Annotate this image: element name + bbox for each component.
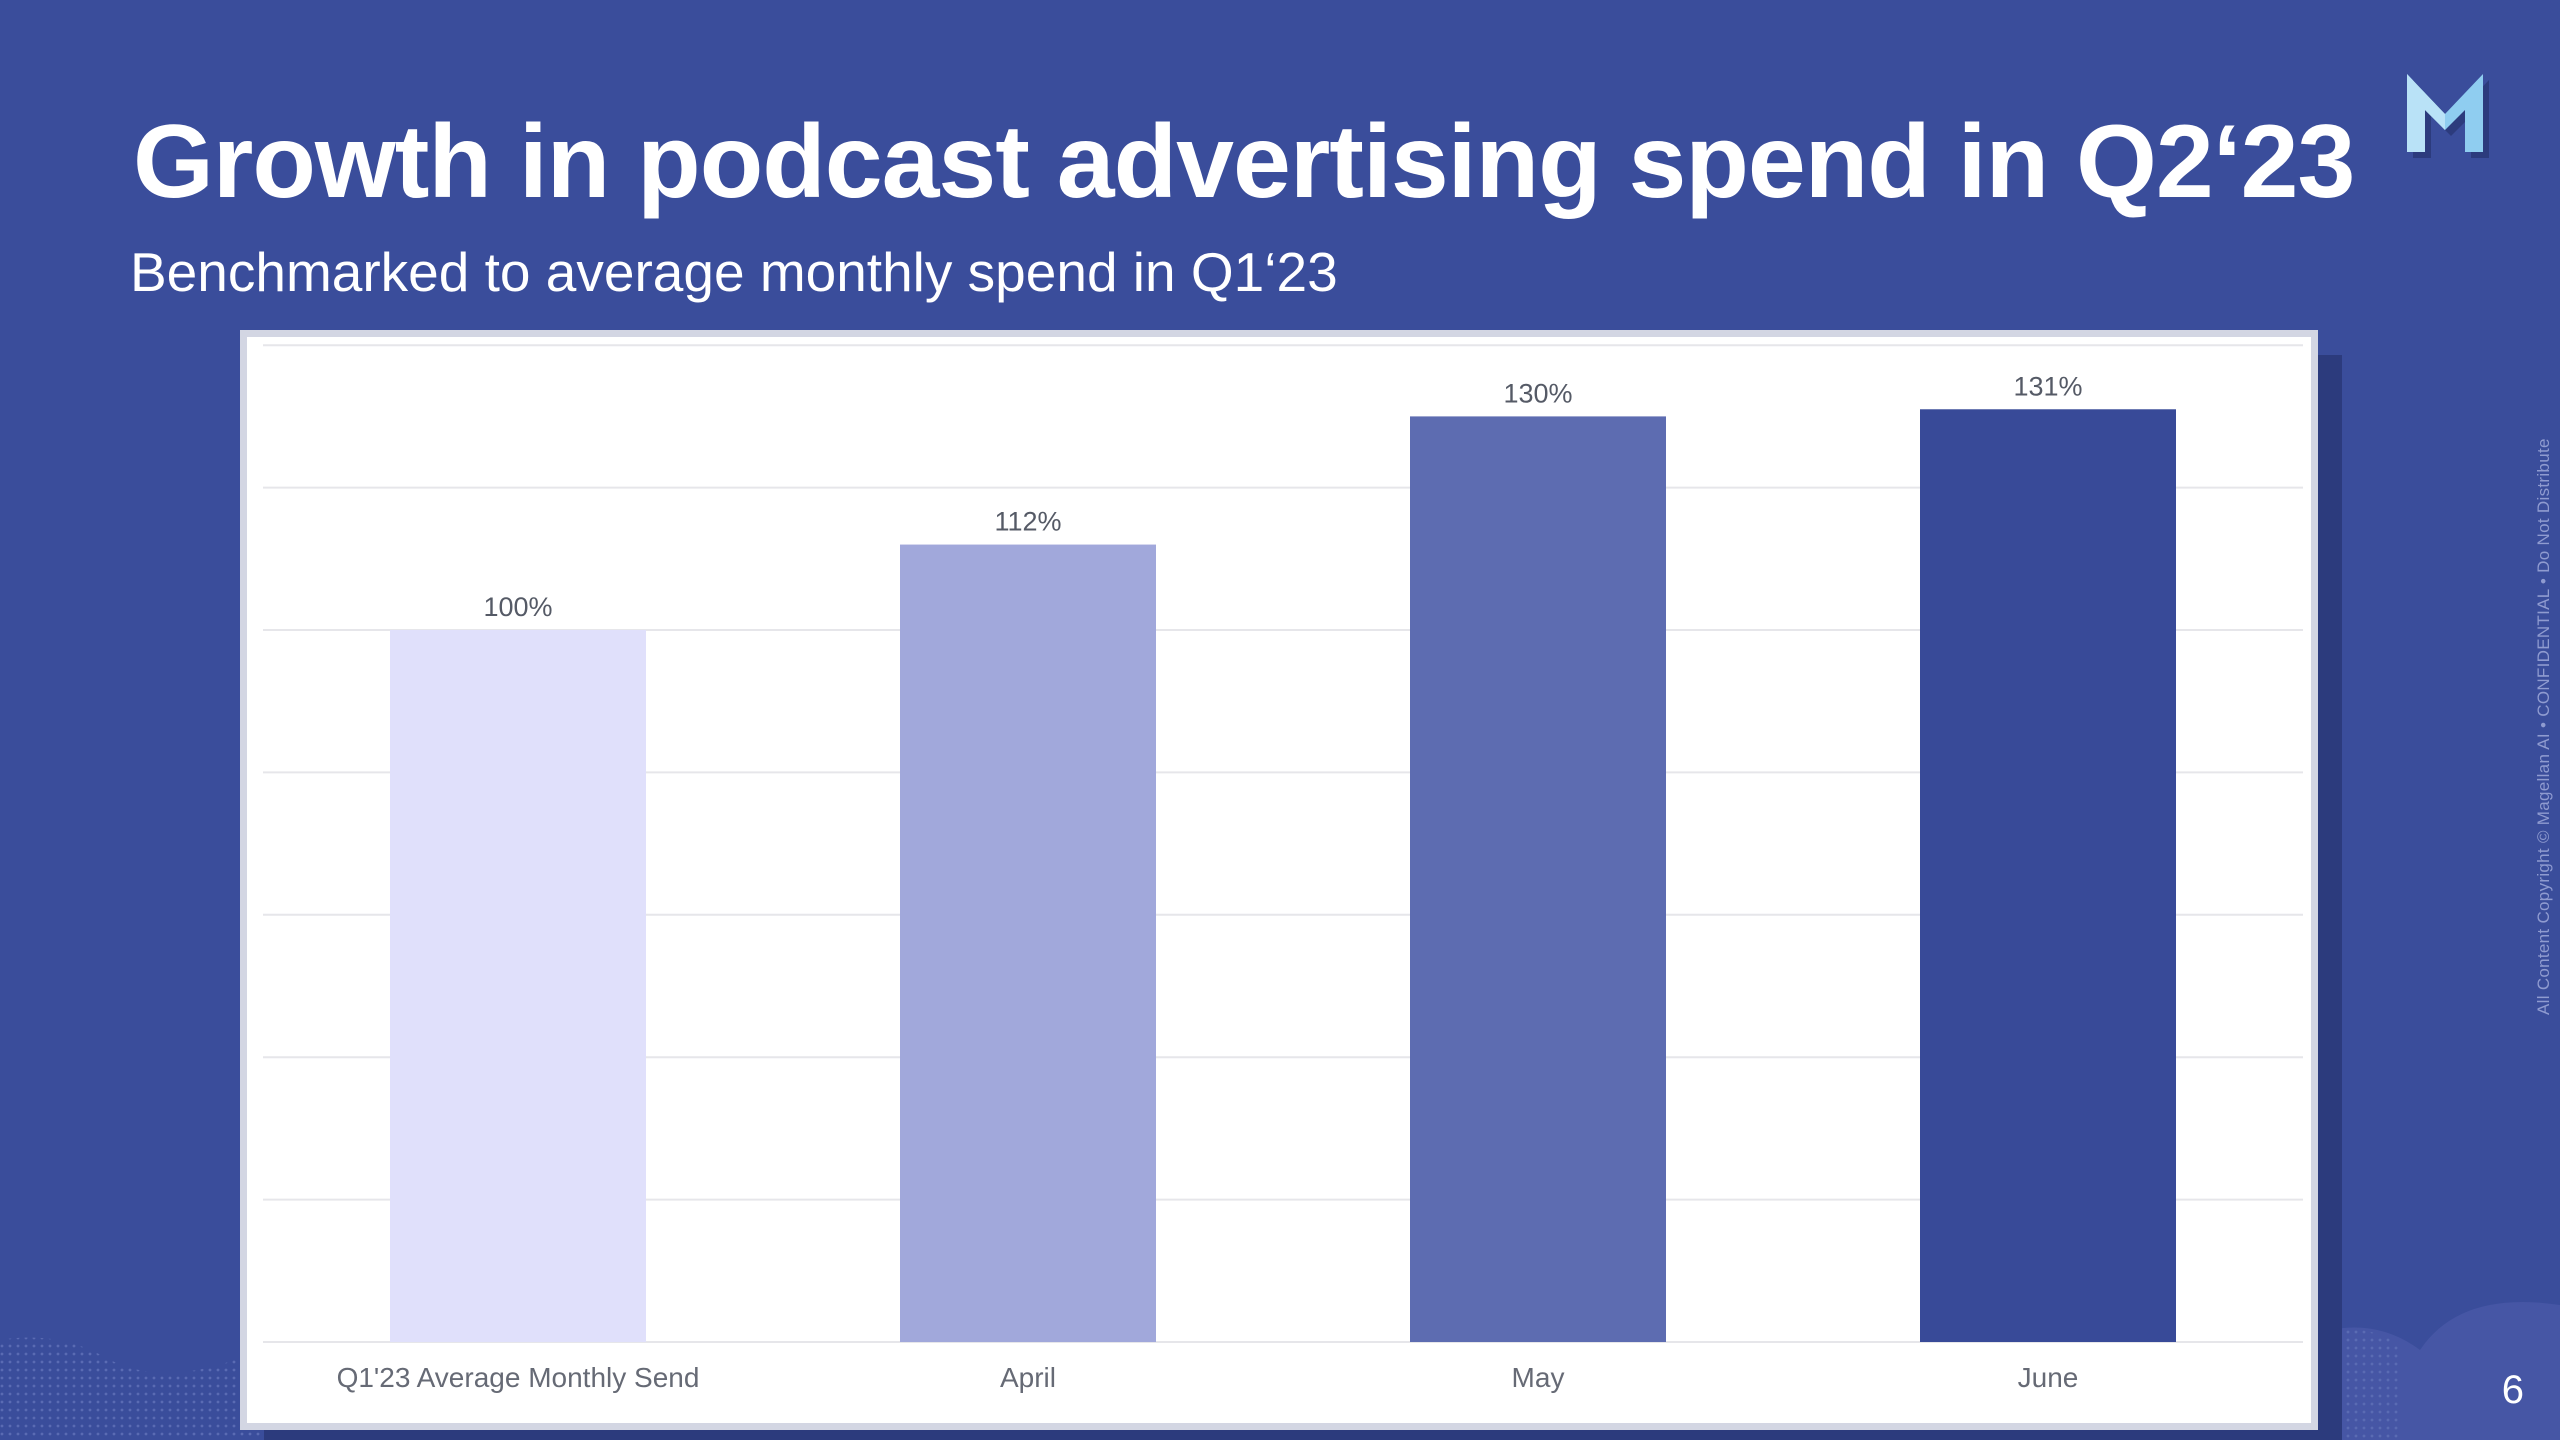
slide-title: Growth in podcast advertising spend in Q… xyxy=(133,104,2355,220)
bar-1 xyxy=(900,544,1156,1342)
value-label-3: 131% xyxy=(2013,371,2082,401)
category-label-3: June xyxy=(2018,1362,2079,1393)
value-label-1: 112% xyxy=(994,507,1061,537)
bar-3 xyxy=(1920,409,2176,1342)
chart-card: 100% Q1'23 Average Monthly Send 112% April 1… xyxy=(240,330,2318,1430)
labels: 100% Q1'23 Average Monthly Send 112% April 1… xyxy=(337,371,2083,1393)
page-number: 6 xyxy=(2501,1368,2524,1412)
decorative-wave-right xyxy=(2330,1302,2560,1440)
category-label-2: May xyxy=(1512,1362,1565,1393)
category-label-0: Q1'23 Average Monthly Send xyxy=(337,1362,700,1393)
value-label-2: 130% xyxy=(1503,378,1572,408)
slide-subtitle: Benchmarked to average monthly spend in … xyxy=(130,241,1338,303)
category-label-1: April xyxy=(1000,1362,1056,1393)
bars xyxy=(390,409,2176,1342)
value-label-0: 100% xyxy=(483,592,552,622)
bar-chart: 100% Q1'23 Average Monthly Send 112% April 1… xyxy=(263,344,2303,1393)
bar-2 xyxy=(1410,416,1666,1342)
decorative-dots-left xyxy=(0,1337,260,1440)
confidential-notice: All Content Copyright © Magellan AI • CO… xyxy=(2534,438,2553,1015)
magellan-m-logo-icon xyxy=(2407,74,2489,158)
bar-0 xyxy=(390,630,646,1342)
